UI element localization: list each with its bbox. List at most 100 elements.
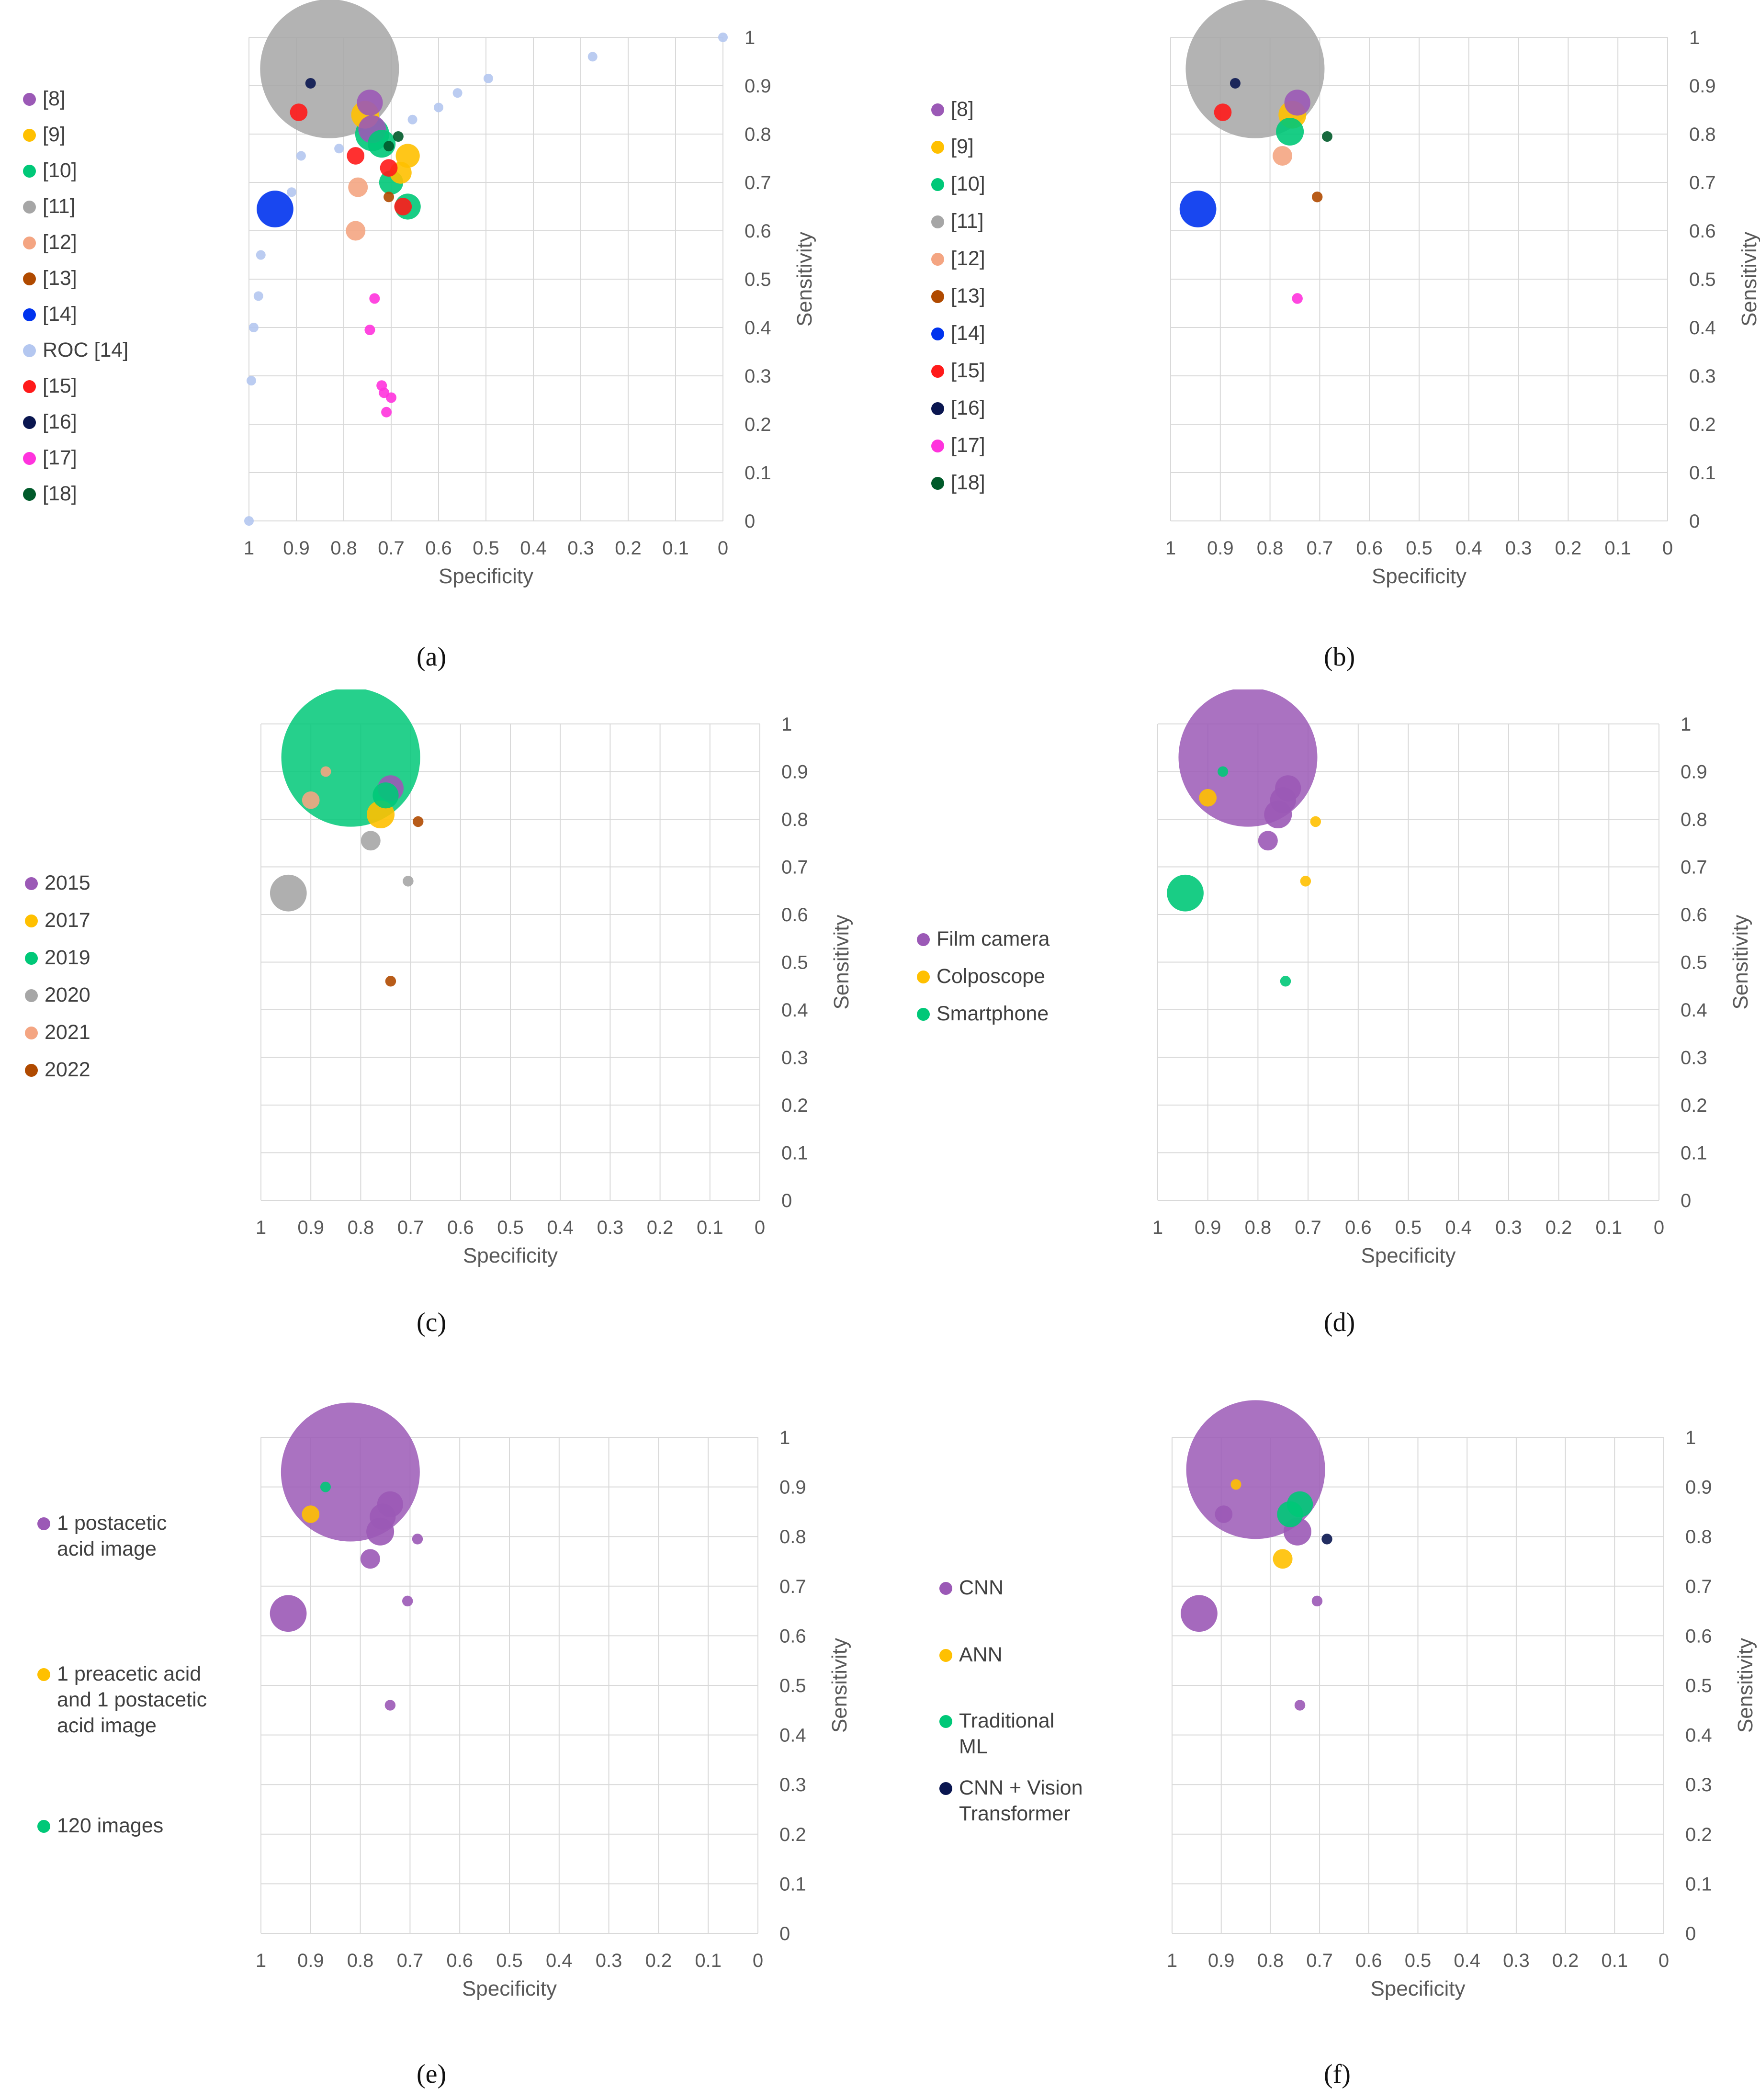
x-tick-label: 0.4 (1445, 1217, 1472, 1238)
data-point (1294, 1700, 1306, 1711)
legend-item: [8] (23, 86, 66, 112)
legend-marker (23, 93, 36, 106)
legend-item: 2015 (25, 870, 90, 896)
x-tick-label: 0 (1654, 1217, 1664, 1238)
legend-label: [18] (951, 471, 985, 494)
y-tick-label: 0.3 (1685, 1774, 1712, 1795)
x-tick-label: 0.5 (473, 538, 499, 559)
y-tick-label: 0.9 (781, 762, 808, 783)
x-tick-label: 0.8 (1245, 1217, 1272, 1238)
y-tick-label: 1 (1689, 27, 1700, 48)
x-axis-title: Specificity (462, 1977, 557, 2000)
x-axis-title: Specificity (1361, 1244, 1455, 1267)
x-tick-label: 0.6 (1345, 1217, 1372, 1238)
data-point (1186, 1400, 1325, 1539)
legend-marker (23, 237, 36, 249)
data-point (270, 874, 307, 912)
legend-label: [13] (43, 267, 77, 290)
data-point (253, 291, 263, 301)
legend-item: [9] (23, 122, 66, 148)
y-tick-label: 0 (1689, 511, 1700, 532)
legend-marker (23, 129, 36, 142)
y-tick-label: 0.2 (745, 414, 771, 435)
data-point (587, 52, 598, 62)
panel-label-f: (f) (1324, 2059, 1351, 2089)
x-tick-label: 0.3 (1503, 1950, 1530, 1971)
data-point (370, 1503, 396, 1530)
data-point (483, 73, 493, 83)
data-point (364, 325, 375, 336)
y-tick-label: 1 (781, 714, 792, 735)
legend-item: [11] (23, 194, 76, 220)
x-tick-label: 0.6 (1356, 538, 1383, 559)
y-tick-label: 0 (745, 511, 755, 532)
y-axis-title: Sensitivity (1734, 1638, 1757, 1733)
legend-item: [12] (23, 230, 77, 256)
y-tick-label: 0 (781, 1190, 792, 1211)
legend-item: [16] (23, 409, 77, 435)
legend-marker (25, 1064, 38, 1077)
x-tick-label: 0.3 (567, 538, 594, 559)
legend-item: CNN + Vision Transformer (939, 1775, 1083, 1827)
legend-marker (939, 1582, 952, 1595)
data-point (320, 1481, 331, 1492)
legend-label: [14] (951, 322, 985, 345)
x-tick-label: 0.9 (1195, 1217, 1221, 1238)
x-tick-label: 0 (753, 1950, 763, 1971)
chart-a: 1 0.9 0.8 0.7 0.6 0.5 0.4 0.3 0.2 0.1 00 0.1 0.2 0.3 0… (244, 0, 816, 588)
legend-item: 1 preacetic acid and 1 postacetic acid i… (37, 1661, 210, 1739)
legend-item: CNN (939, 1575, 1083, 1601)
legend-marker (25, 952, 38, 965)
y-tick-label: 0.2 (781, 1095, 808, 1116)
data-point (384, 1700, 396, 1711)
chart-f: 1 0.9 0.8 0.7 0.6 0.5 0.4 0.3 0.2 0.1 00 0.1 0.2 0.3 0… (1167, 1400, 1757, 2000)
legend-marker (931, 402, 944, 415)
legend-item: [18] (23, 481, 77, 507)
legend-item: 2019 (25, 945, 90, 971)
y-tick-label: 0.8 (1685, 1526, 1712, 1547)
x-tick-label: 0.5 (496, 1950, 523, 1971)
x-tick-label: 0.7 (397, 1950, 424, 1971)
legend-item: 2017 (25, 908, 90, 934)
chart-b: 1 0.9 0.8 0.7 0.6 0.5 0.4 0.3 0.2 0.1 00 0.1 0.2 0.3 0… (1165, 0, 1760, 588)
legend-marker (939, 1715, 952, 1728)
data-point (393, 131, 404, 142)
x-tick-label: 1 (1152, 1217, 1163, 1238)
legend-label: [10] (951, 172, 985, 195)
x-tick-label: 0.9 (297, 1950, 324, 1971)
y-tick-label: 1 (779, 1427, 790, 1448)
x-tick-label: 0.2 (647, 1217, 674, 1238)
legend-item: 2021 (25, 1020, 90, 1046)
data-point (1321, 131, 1332, 142)
y-tick-label: 0.6 (745, 221, 771, 242)
data-point (402, 1595, 413, 1607)
x-tick-label: 0.8 (347, 1950, 374, 1971)
y-tick-label: 0.5 (1689, 269, 1716, 290)
y-tick-label: 0.3 (1689, 366, 1716, 387)
legend-marker (931, 290, 944, 303)
data-point (256, 250, 266, 260)
legend-marker (931, 365, 944, 378)
data-point (248, 323, 259, 332)
y-tick-label: 0.1 (781, 1143, 808, 1164)
y-tick-label: 0.6 (1681, 904, 1707, 926)
data-point (1300, 876, 1311, 887)
legend-d: Film camera Colposcope Smartphone (917, 926, 1128, 1070)
y-tick-label: 0.6 (1685, 1626, 1712, 1647)
data-point (357, 90, 383, 116)
panel-label-c: (c) (417, 1308, 447, 1337)
legend-item: [16] (931, 395, 985, 421)
legend-marker (23, 272, 36, 285)
data-point (290, 103, 308, 121)
legend-marker (23, 380, 36, 393)
legend-marker (23, 452, 36, 465)
data-point (287, 187, 297, 197)
y-tick-label: 0.7 (745, 172, 771, 193)
legend-item: 120 images (37, 1813, 210, 1839)
data-point (244, 516, 254, 526)
y-tick-label: 0.4 (1681, 1000, 1707, 1021)
y-axis-title: Sensitivity (830, 915, 853, 1009)
legend-label: [9] (43, 123, 66, 146)
y-tick-label: 0.4 (781, 1000, 808, 1021)
legend-marker (931, 215, 944, 228)
